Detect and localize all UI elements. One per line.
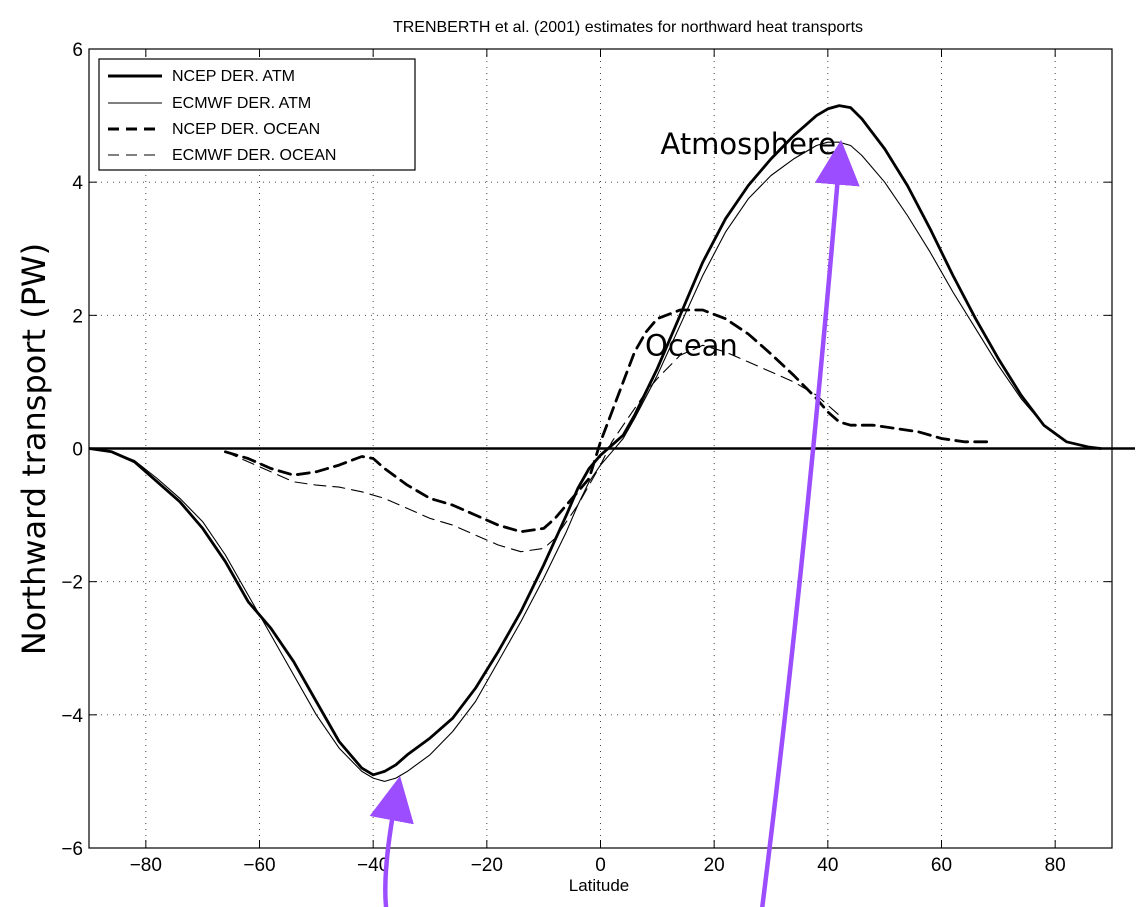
y-tick-label: 4 — [72, 173, 83, 194]
x-tick-label: 60 — [931, 855, 952, 876]
x-tick-label: −60 — [243, 855, 275, 876]
x-tick-label: −80 — [130, 855, 162, 876]
chart-title: TRENBERTH et al. (2001) estimates for no… — [393, 19, 863, 36]
y-axis-label: Northward transport (PW) — [15, 243, 53, 655]
y-tick-label: −6 — [61, 839, 83, 860]
y-tick-label: 6 — [72, 40, 83, 61]
annotations: Atmosphere Ocean — [645, 127, 836, 362]
x-tick-label: −40 — [357, 855, 389, 876]
purple-arrow — [759, 139, 860, 907]
series-lines — [89, 104, 1102, 782]
legend-label-ncep-atm: NCEP DER. ATM — [172, 68, 295, 85]
purple-arrow — [369, 775, 414, 907]
annotation-atmosphere: Atmosphere — [660, 127, 836, 161]
series-line-ecmwf-der-ocean — [224, 344, 840, 553]
x-tick-label: 0 — [595, 855, 606, 876]
legend-label-ecmwf-atm: ECMWF DER. ATM — [172, 95, 311, 112]
legend: NCEP DER. ATM ECMWF DER. ATM NCEP DER. O… — [98, 58, 416, 171]
x-axis-label: Latitude — [569, 876, 630, 895]
y-tick-label: 0 — [72, 440, 83, 461]
y-tick-label: −4 — [61, 706, 83, 727]
x-tick-label: 20 — [704, 855, 725, 876]
x-tick-label: 80 — [1045, 855, 1066, 876]
annotation-ocean: Ocean — [645, 328, 738, 362]
legend-label-ecmwf-ocean: ECMWF DER. OCEAN — [172, 147, 336, 164]
legend-label-ncep-ocean: NCEP DER. OCEAN — [172, 121, 320, 138]
y-tick-label: −2 — [61, 573, 83, 594]
x-tick-label: −20 — [471, 855, 503, 876]
y-tick-label: 2 — [72, 306, 83, 327]
series-line-ncep-der-ocean — [223, 308, 989, 534]
series-line-ncep-der-atm — [89, 104, 1102, 777]
arrows — [369, 139, 860, 907]
x-tick-label: 40 — [817, 855, 838, 876]
